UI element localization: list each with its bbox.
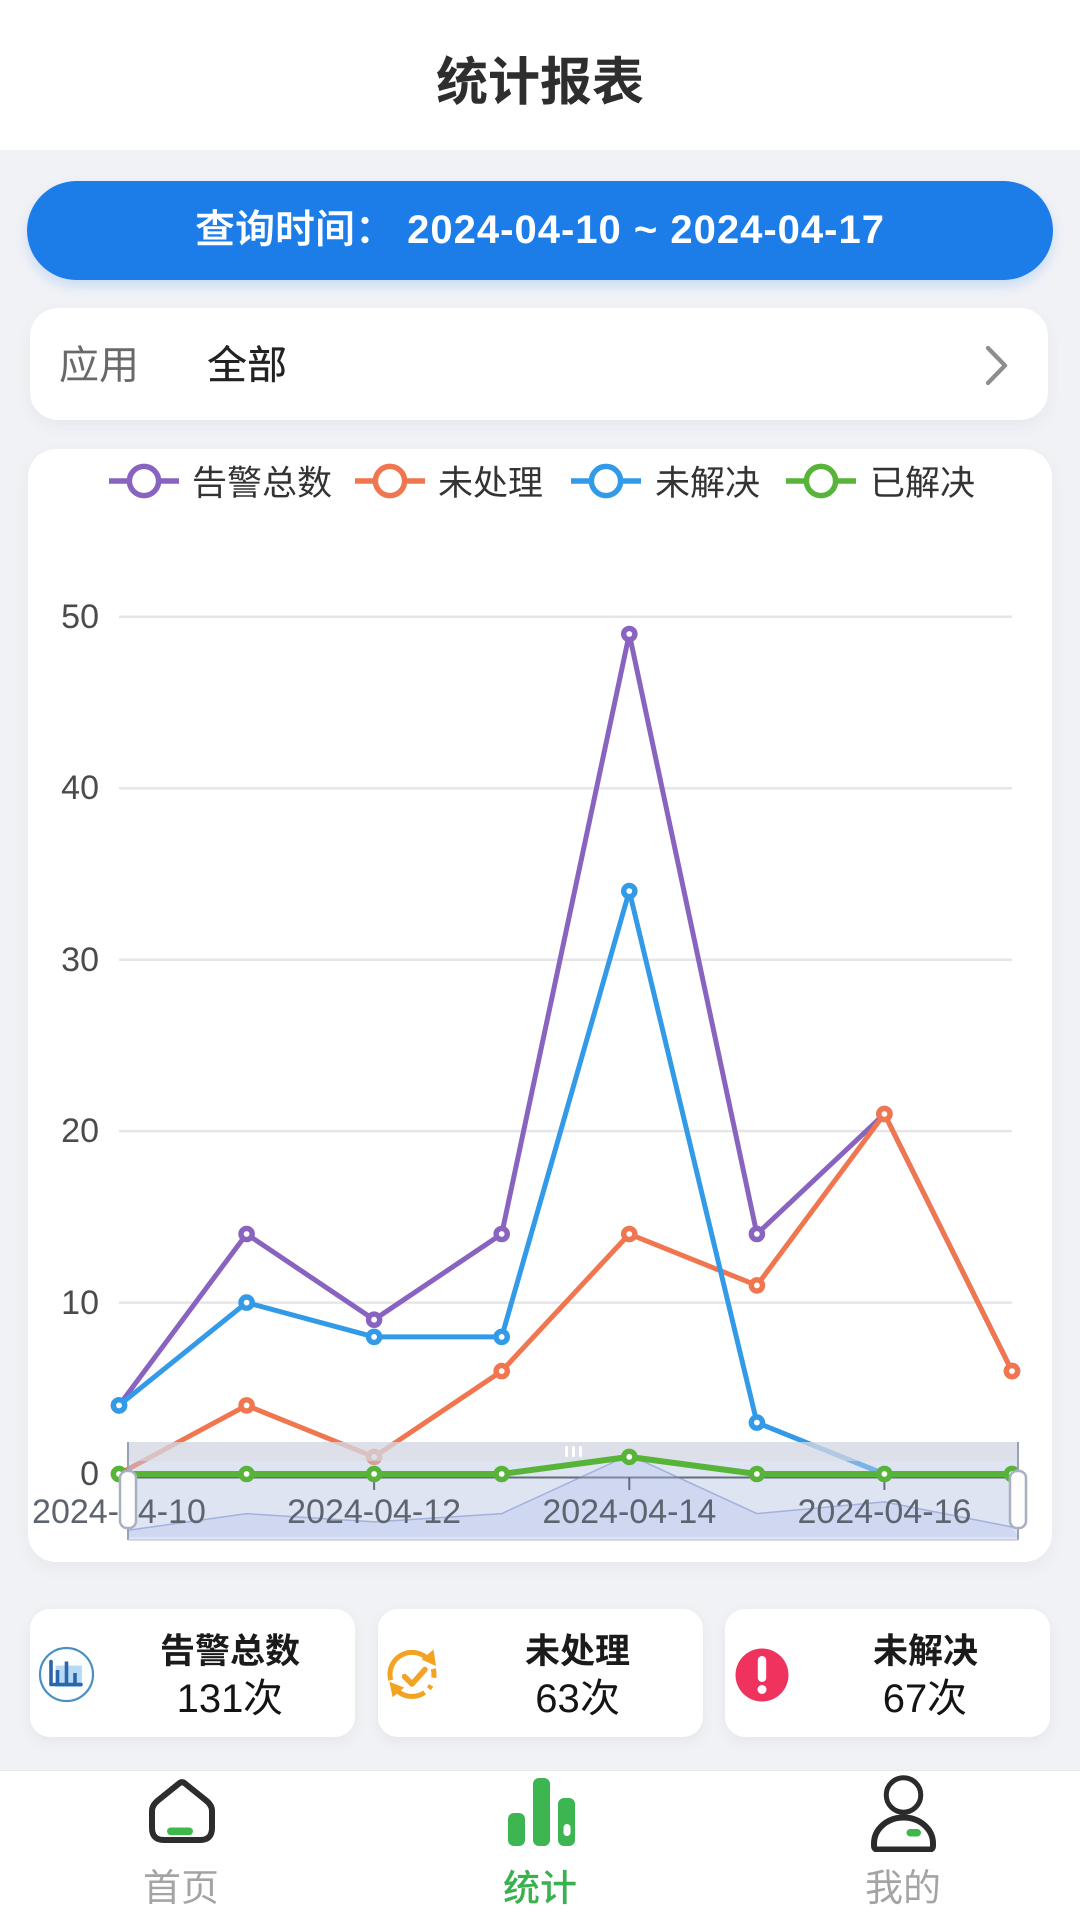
svg-text:2024-04-12: 2024-04-12 [287, 1493, 461, 1531]
svg-text:2024-04-14: 2024-04-14 [542, 1493, 716, 1531]
svg-text:2024-04-16: 2024-04-16 [797, 1493, 971, 1531]
